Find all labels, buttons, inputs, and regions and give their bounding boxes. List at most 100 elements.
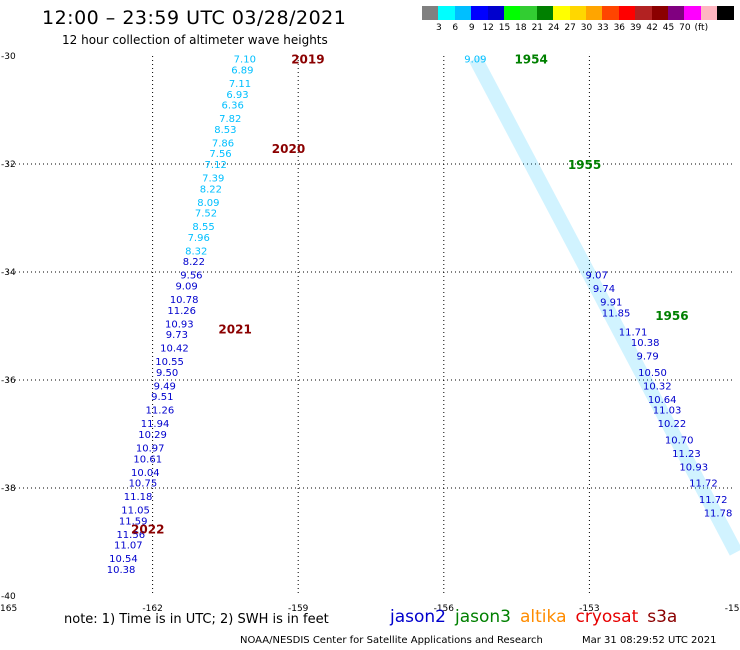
color-scale-label: 21 [531,23,544,33]
swh-point-label: 10.22 [658,419,687,430]
swh-point-label: 11.59 [119,516,148,527]
x-tick-label: -159 [288,604,309,614]
color-scale-label: 39 [629,23,642,33]
y-tick-label: -32 [1,160,16,170]
swh-point-label: 11.78 [704,508,733,519]
swh-point-label: 8.09 [197,198,219,209]
color-swatch [487,6,505,20]
y-tick-label: -34 [1,268,16,278]
footer-credit: NOAA/NESDIS Center for Satellite Applica… [240,635,543,646]
swh-point-label: 9.07 [586,271,608,282]
x-tick-label: -162 [142,604,162,614]
time-label: 2019 [291,53,324,67]
color-scale-label: 36 [613,23,626,33]
swh-point-label: 11.03 [653,406,682,417]
swh-point-label: 6.36 [222,101,244,112]
color-swatch [553,6,571,20]
track-swath-jason3 [469,55,740,556]
footer-timestamp: Mar 31 08:29:52 UTC 2021 [582,635,717,646]
color-swatch [536,6,554,20]
color-swatch [504,6,521,20]
color-scale-label: 42 [646,23,658,33]
color-scale-label: 15 [498,23,511,33]
swh-point-label: 9.09 [464,55,486,66]
swh-point-label: 10.54 [109,554,138,565]
swh-point-label: 9.74 [593,284,615,295]
swh-point-label: 9.56 [180,271,202,282]
color-swatch [651,6,669,20]
time-label: 1955 [568,158,601,172]
x-tick-label: -165 [0,604,17,614]
color-swatch [586,6,603,20]
swh-point-label: 9.49 [154,381,176,392]
swh-point-label: 6.93 [226,90,248,101]
color-scale-label: (ft) [694,23,709,33]
time-label: 2021 [218,323,251,337]
swh-point-label: 10.38 [631,338,660,349]
swh-point-label: 10.64 [648,395,677,406]
time-label: 1954 [514,53,547,67]
swh-point-label: 10.50 [638,368,667,379]
color-swatch [717,6,735,20]
y-tick-label: -40 [1,592,16,602]
color-scale-label: 33 [597,23,609,33]
satellite-legend-item: altika [520,607,567,627]
swh-point-label: 11.94 [141,419,170,430]
swh-point-label: 9.79 [637,352,659,363]
footer-note: note: 1) Time is in UTC; 2) SWH is in fe… [64,612,329,627]
y-tick-label: -38 [1,484,16,494]
swh-point-label: 11.72 [699,495,728,506]
chart-title: 12:00 – 23:59 UTC 03/28/2021 [42,7,347,29]
color-swatch [438,6,456,20]
y-tick-label: -30 [1,52,16,62]
swh-point-label: 10.04 [131,468,160,479]
color-scale-label: 12 [482,23,494,33]
x-tick-label: -156 [434,604,455,614]
color-scale-label: 27 [564,23,576,33]
color-swatch [454,6,472,20]
color-scale-label: 30 [580,23,593,33]
swh-point-label: 8.32 [185,246,207,257]
swh-point-label: 10.93 [165,319,194,330]
swh-point-label: 10.42 [160,344,189,355]
time-label: 2022 [131,523,164,537]
color-swatch [471,6,489,20]
swh-point-label: 10.38 [107,565,136,576]
swh-point-label: 7.82 [219,114,241,125]
time-label: 2020 [272,142,305,156]
color-swatch [668,6,685,20]
swh-point-label: 10.32 [643,381,672,392]
color-swatch [569,6,587,20]
swh-point-label: 11.18 [124,492,153,503]
x-tick-label: -153 [579,604,599,614]
y-tick-label: -36 [1,376,16,386]
swh-point-label: 11.26 [146,406,175,417]
swh-point-label: 11.71 [619,327,648,338]
color-swatch [602,6,620,20]
swh-point-label: 10.70 [665,435,694,446]
swh-point-label: 11.72 [689,479,718,490]
color-scale-label: 45 [662,23,675,33]
satellite-legend-item: s3a [647,607,678,627]
color-scale-label: 24 [547,23,560,33]
swh-point-label: 8.22 [200,184,222,195]
swh-point-label: 7.52 [195,209,217,220]
satellite-legend-item: jason3 [455,607,511,627]
color-scale-label: 70 [679,23,691,33]
swh-point-label: 11.23 [672,449,701,460]
time-label: 1956 [655,309,688,323]
swh-point-label: 9.91 [600,298,622,309]
color-swatch [520,6,538,20]
swh-point-label: 11.56 [116,530,145,541]
swh-point-label: 8.22 [183,257,205,268]
swh-point-label: 6.89 [231,66,253,77]
swh-point-label: 11.05 [121,506,150,517]
swh-point-label: 10.93 [679,462,708,473]
swh-point-label: 10.61 [133,454,162,465]
swh-point-label: 10.75 [129,479,158,490]
color-swatch [700,6,718,20]
swh-point-label: 9.51 [151,392,173,403]
color-scale-label: 3 [436,23,442,33]
swh-point-label: 8.55 [192,222,214,233]
